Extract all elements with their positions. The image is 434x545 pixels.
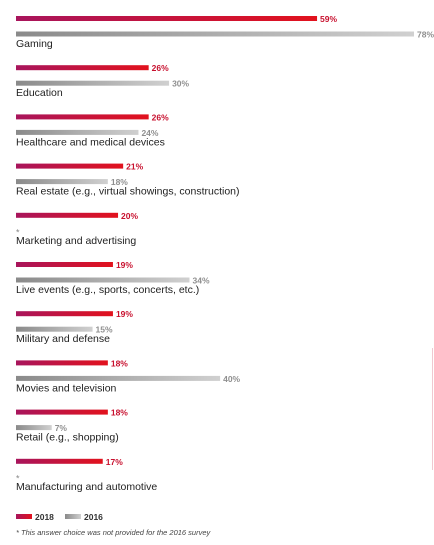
legend-label-2018: 2018 [35,512,54,522]
legend: 2018 2016 [16,512,103,522]
bar-2018-gaming [16,16,318,21]
value-label-2016: 18% [111,177,128,187]
bar-2016-real-estate-e-g-virtual-showings-construction [16,179,108,185]
not-surveyed-marker: * [16,473,20,483]
bar-2018-education [16,65,149,71]
value-label-2018: 20% [121,211,138,221]
value-label-2018: 18% [111,408,128,418]
value-label-2018: 21% [126,162,143,172]
category-label: Education [16,87,63,99]
value-label-2018: 59% [320,14,337,24]
bar-2016-healthcare-and-medical-devices [16,129,139,135]
value-label-2018: 26% [152,63,169,73]
category-label: Retail (e.g., shopping) [16,432,119,444]
bar-2018-marketing-and-advertising [16,212,119,218]
bar-2016-live-events-e-g-sports-concerts-etc [16,277,190,283]
bar-2018-manufacturing-and-automotive [16,458,103,464]
bar-2018-live-events-e-g-sports-concerts-etc [16,262,113,267]
value-label-2018: 19% [116,309,133,319]
bar-2018-movies-and-television [16,360,108,366]
value-label-2016: 24% [141,128,158,138]
category-label: Manufacturing and automotive [16,481,157,493]
value-label-2016: 34% [192,276,209,286]
bar-2018-military-and-defense [16,311,113,317]
value-label-2018: 26% [152,112,169,122]
bar-2016-movies-and-television [16,375,221,381]
not-surveyed-marker: * [16,227,20,237]
category-label: Real estate (e.g., virtual showings, con… [16,186,240,198]
bar-2018-real-estate-e-g-virtual-showings-construction [16,163,124,169]
bar-2018-healthcare-and-medical-devices [16,114,149,120]
value-label-2016: 30% [172,79,189,89]
legend-label-2016: 2016 [84,512,103,522]
legend-swatch-2016 [65,514,81,519]
bar-2016-military-and-defense [16,326,93,332]
category-label: Marketing and advertising [16,235,136,247]
bar-2016-retail-e-g-shopping [16,425,52,431]
category-label: Military and defense [16,333,110,345]
value-label-2018: 18% [111,358,128,368]
category-label: Movies and television [16,382,117,394]
value-label-2018: 19% [116,260,133,270]
bar-2016-education [16,80,170,86]
value-label-2018: 17% [106,457,123,467]
bar-2016-gaming [16,31,414,37]
legend-swatch-2018 [16,514,32,519]
value-label-2016: 78% [417,30,434,40]
category-label: Gaming [16,38,53,50]
footnote: * This answer choice was not provided fo… [16,528,211,537]
value-label-2016: 40% [223,374,240,384]
value-label-2016: 15% [96,325,113,335]
category-label: Live events (e.g., sports, concerts, etc… [16,284,199,296]
bars-group: 59%78%Gaming26%30%Education26%24%Healthc… [16,14,434,493]
value-label-2016: 7% [55,423,68,433]
side-divider [432,348,433,470]
bar-2018-retail-e-g-shopping [16,409,108,415]
category-label: Healthcare and medical devices [16,136,165,148]
